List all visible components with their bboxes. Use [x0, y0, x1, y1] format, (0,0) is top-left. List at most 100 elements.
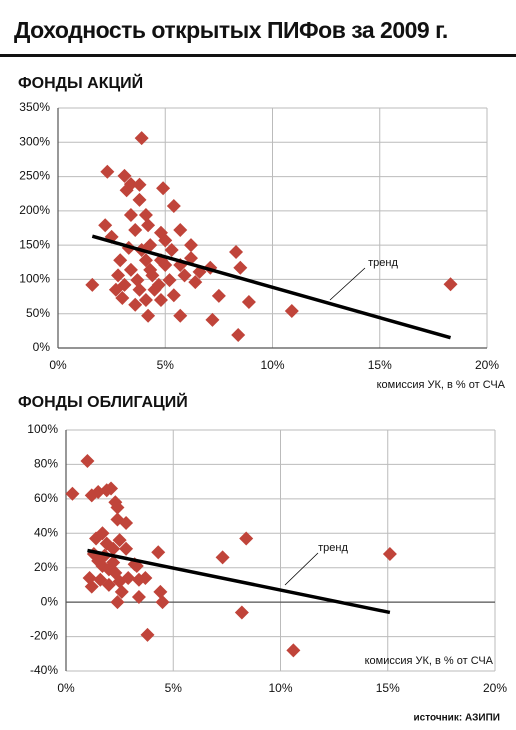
point: [111, 268, 126, 283]
point: [205, 312, 220, 327]
trend-line: [91, 234, 452, 340]
trend-label: тренд: [318, 542, 348, 554]
point: [98, 218, 113, 233]
point: [121, 571, 136, 586]
point: [151, 545, 166, 560]
point: [128, 223, 143, 238]
point: [215, 550, 230, 565]
point: [123, 207, 138, 222]
point: [153, 293, 168, 307]
point: [80, 453, 95, 468]
point: [177, 268, 192, 283]
point: [284, 303, 299, 318]
point: [123, 262, 138, 277]
point: [95, 526, 110, 541]
point: [106, 541, 121, 556]
point: [106, 555, 121, 570]
point: [166, 288, 181, 303]
point: [162, 273, 177, 288]
point: [286, 643, 301, 658]
point: [211, 288, 226, 303]
point: [131, 589, 146, 604]
point: [85, 277, 100, 292]
point: [119, 515, 134, 530]
point: [153, 225, 168, 240]
point: [119, 541, 134, 556]
trend-label: тренд: [368, 257, 398, 269]
x-tick-label: 10%: [260, 358, 284, 372]
y-tick-label: 60%: [34, 491, 58, 505]
x-tick-label: 0%: [49, 358, 67, 372]
point: [115, 290, 130, 305]
point: [233, 260, 248, 275]
x-tick-label: 10%: [268, 681, 292, 695]
point: [166, 199, 181, 214]
point: [141, 218, 156, 233]
y-tick-label: 50%: [26, 306, 50, 320]
point: [151, 277, 166, 292]
y-tick-label: -40%: [30, 663, 58, 677]
point: [234, 605, 249, 620]
trend-line: [87, 548, 391, 615]
x-tick-label: 15%: [368, 358, 392, 372]
point: [239, 531, 254, 546]
y-tick-label: 80%: [34, 457, 58, 471]
point: [140, 627, 155, 642]
point: [138, 293, 153, 307]
point: [138, 571, 153, 586]
source: источник: АЗИПИ: [414, 713, 501, 724]
x-tick-label: 20%: [475, 358, 499, 372]
point: [382, 546, 397, 561]
point: [101, 577, 116, 592]
y-tick-label: 350%: [19, 100, 50, 114]
y-tick-label: 300%: [19, 134, 50, 148]
point: [229, 245, 244, 259]
point: [158, 258, 173, 273]
x-axis-label: комиссия УК, в % от СЧА: [377, 379, 506, 391]
point: [443, 277, 458, 292]
point: [132, 282, 147, 297]
y-tick-label: 0%: [41, 594, 59, 608]
point: [141, 308, 156, 323]
point: [156, 181, 171, 196]
point: [130, 273, 145, 288]
point: [65, 486, 80, 501]
point: [188, 275, 203, 290]
point: [231, 327, 246, 342]
x-tick-label: 5%: [157, 358, 175, 372]
point: [134, 131, 149, 146]
x-axis-label: комиссия УК, в % от СЧА: [365, 655, 494, 667]
point: [155, 595, 170, 610]
point: [138, 253, 153, 268]
chart-title: ФОНДЫ АКЦИЙ: [18, 73, 143, 92]
point: [112, 533, 127, 548]
point: [117, 168, 132, 183]
point: [153, 584, 168, 599]
point: [132, 177, 147, 192]
point: [164, 242, 179, 257]
point: [173, 308, 188, 323]
point: [110, 595, 125, 610]
trend-leader: [329, 267, 366, 301]
point: [114, 584, 129, 599]
title-rule: [0, 54, 516, 57]
y-tick-label: 100%: [27, 422, 58, 436]
y-tick-label: 150%: [19, 237, 50, 251]
point: [132, 192, 147, 207]
point: [119, 183, 134, 198]
point: [84, 579, 99, 594]
x-tick-label: 5%: [165, 681, 183, 695]
x-tick-label: 15%: [376, 681, 400, 695]
chart-title: ФОНДЫ ОБЛИГАЦИЙ: [18, 392, 188, 411]
y-tick-label: -20%: [30, 629, 58, 643]
trend-leader: [284, 552, 319, 586]
point: [113, 253, 128, 268]
point: [173, 223, 188, 238]
page-title: Доходность открытых ПИФов за 2009 г.: [14, 17, 448, 43]
y-tick-label: 40%: [34, 525, 58, 539]
point: [183, 238, 198, 253]
point: [100, 164, 115, 179]
y-tick-label: 20%: [34, 560, 58, 574]
y-tick-label: 250%: [19, 169, 50, 183]
